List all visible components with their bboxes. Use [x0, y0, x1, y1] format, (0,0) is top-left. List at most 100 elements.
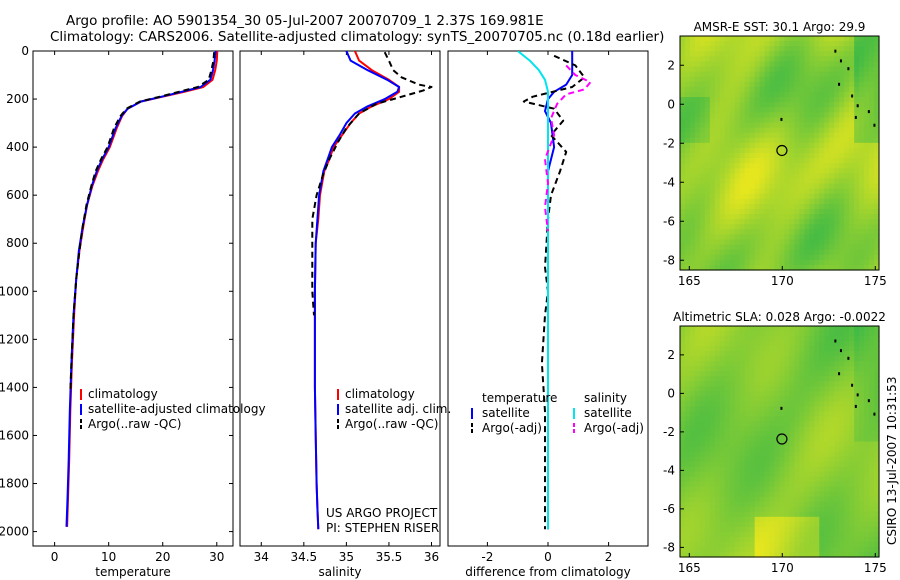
field-cell: [719, 361, 726, 367]
field-cell: [704, 244, 711, 251]
field-cell: [704, 376, 711, 382]
field-cell: [854, 264, 860, 271]
field-cell: [714, 107, 721, 113]
field-cell: [829, 461, 835, 468]
field-cell: [759, 137, 766, 144]
field-cell: [774, 451, 781, 458]
field-cell: [849, 259, 855, 266]
field-cell: [859, 91, 865, 98]
field-cell: [819, 491, 825, 498]
field-cell: [759, 36, 766, 42]
field-cell: [764, 521, 771, 528]
field-cell: [824, 551, 830, 558]
field-cell: [754, 153, 761, 159]
field-cell: [854, 451, 860, 458]
field-cell: [754, 541, 761, 548]
field-cell: [724, 41, 731, 47]
field-cell: [834, 401, 840, 407]
field-cell: [804, 386, 810, 392]
field-cell: [874, 173, 880, 180]
field-cell: [839, 208, 845, 215]
field-cell: [684, 411, 691, 417]
field-cell: [799, 158, 805, 164]
field-cell: [809, 234, 815, 241]
field-cell: [694, 496, 701, 503]
field-cell: [804, 249, 810, 256]
field-cell: [874, 491, 880, 498]
field-cell: [864, 117, 870, 124]
field-cell: [769, 224, 776, 230]
field-cell: [809, 456, 815, 463]
field-cell: [834, 46, 840, 52]
field-cell: [680, 234, 686, 241]
field-cell: [804, 234, 810, 241]
field-cell: [864, 361, 870, 367]
field-cell: [744, 446, 751, 453]
field-cell: [704, 421, 711, 428]
field-cell: [799, 536, 805, 543]
field-cell: [699, 406, 706, 412]
field-cell: [739, 81, 746, 88]
field-cell: [814, 56, 820, 63]
series-line: [69, 52, 216, 393]
field-cell: [839, 376, 845, 382]
field-cell: [764, 491, 771, 498]
field-cell: [724, 491, 731, 498]
field-cell: [749, 168, 756, 174]
field-cell: [844, 531, 850, 538]
field-cell: [864, 264, 870, 271]
field-cell: [824, 421, 830, 428]
field-cell: [769, 406, 776, 412]
field-cell: [689, 112, 696, 118]
field-cell: [819, 441, 825, 448]
field-cell: [759, 366, 766, 372]
field-cell: [819, 526, 825, 533]
field-cell: [874, 163, 880, 169]
field-cell: [844, 551, 850, 558]
field-cell: [734, 331, 741, 337]
field-cell: [704, 81, 711, 88]
field-cell: [874, 81, 880, 88]
field-cell: [824, 346, 830, 352]
field-cell: [689, 326, 696, 332]
field-cell: [764, 531, 771, 538]
field-cell: [680, 481, 686, 488]
field-cell: [849, 86, 855, 93]
field-cell: [864, 326, 870, 332]
field-cell: [849, 41, 855, 47]
field-cell: [724, 426, 731, 433]
field-cell: [824, 391, 830, 397]
field-cell: [804, 356, 810, 362]
field-cell: [859, 436, 865, 443]
field-cell: [694, 481, 701, 488]
field-cell: [844, 81, 850, 88]
field-cell: [794, 188, 800, 195]
field-cell: [749, 396, 756, 402]
field-cell: [694, 183, 701, 190]
field-cell: [804, 516, 810, 523]
field-cell: [764, 198, 771, 205]
field-cell: [684, 446, 691, 453]
field-cell: [684, 441, 691, 448]
field-cell: [834, 168, 840, 174]
field-cell: [714, 183, 721, 190]
field-cell: [854, 496, 860, 503]
field-cell: [814, 107, 820, 113]
field-cell: [799, 198, 805, 205]
field-cell: [779, 351, 786, 357]
field-cell: [864, 466, 870, 473]
field-cell: [789, 476, 796, 483]
field-cell: [729, 431, 736, 438]
field-cell: [699, 66, 706, 73]
field-cell: [754, 112, 761, 118]
field-cell: [759, 264, 766, 271]
field-cell: [764, 61, 771, 68]
field-cell: [774, 536, 781, 543]
field-cell: [744, 264, 751, 271]
field-cell: [754, 147, 761, 154]
field-cell: [839, 356, 845, 362]
field-cell: [789, 234, 796, 241]
field-cell: [749, 76, 756, 83]
field-cell: [699, 56, 706, 63]
field-cell: [854, 249, 860, 256]
